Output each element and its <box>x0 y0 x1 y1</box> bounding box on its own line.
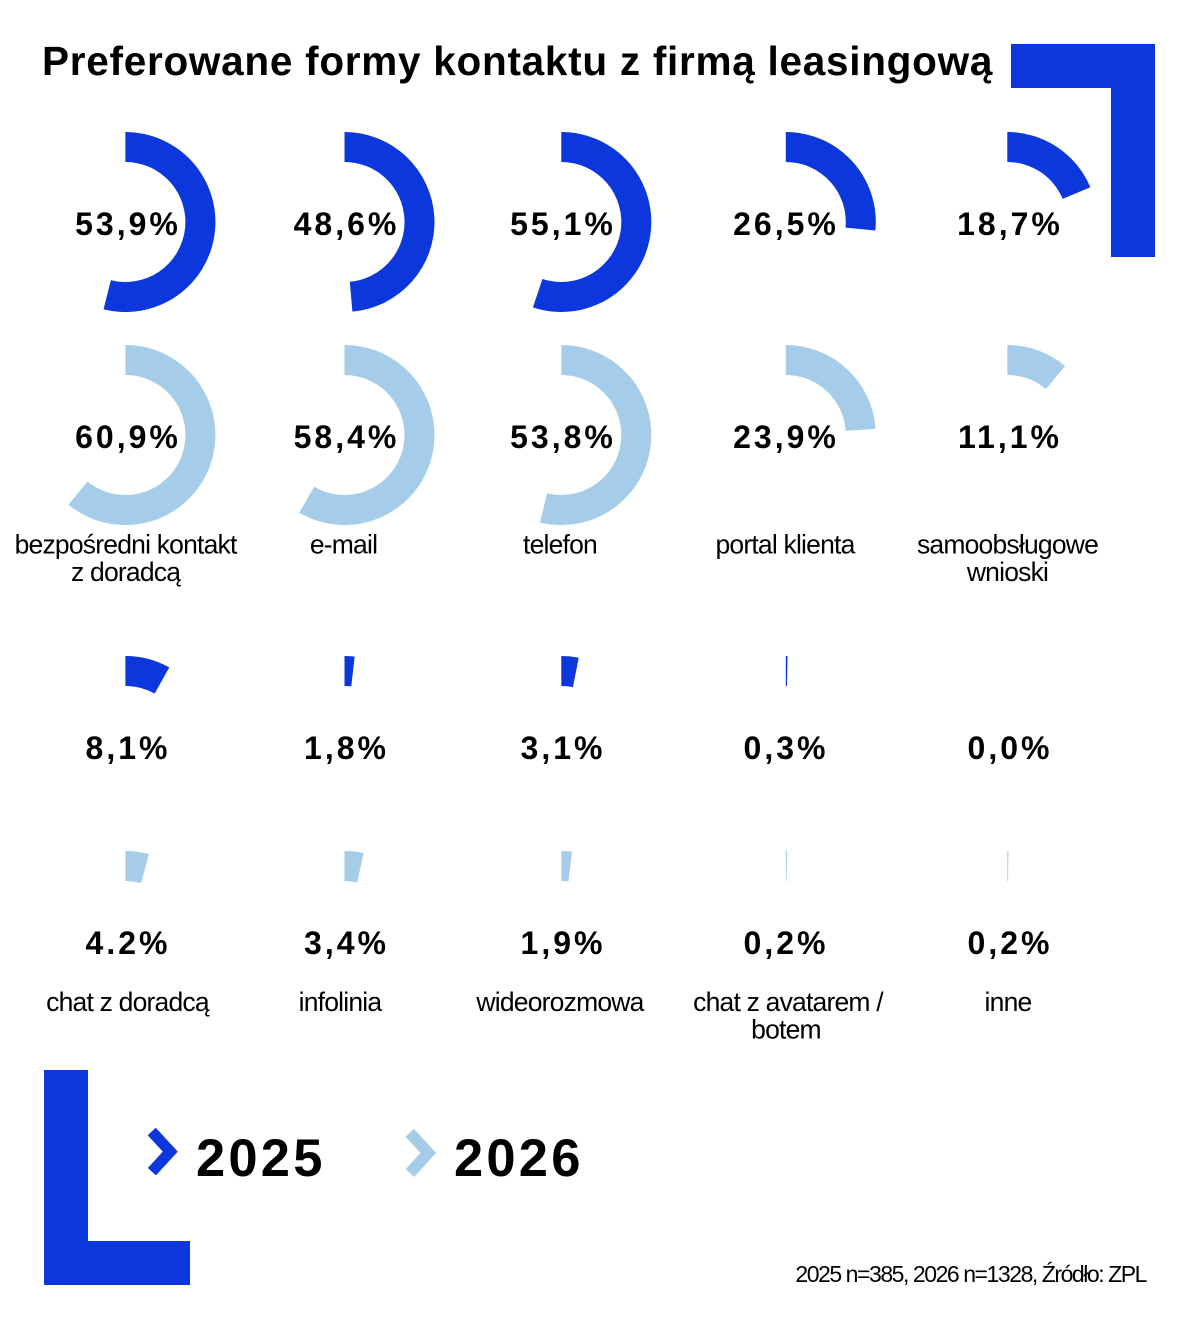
svg-text:55,1%: 55,1% <box>510 206 616 242</box>
svg-text:53,9%: 53,9% <box>75 206 181 242</box>
svg-text:infolinia: infolinia <box>299 987 383 1017</box>
svg-text:48,6%: 48,6% <box>294 206 400 242</box>
svg-text:8,1%: 8,1% <box>86 730 171 766</box>
svg-text:3,4%: 3,4% <box>304 925 389 961</box>
svg-text:Preferowane formy kontaktu z f: Preferowane formy kontaktu z firmą leasi… <box>42 38 993 84</box>
svg-text:botem: botem <box>751 1015 821 1045</box>
svg-text:chat z avatarem /: chat z avatarem / <box>693 987 884 1017</box>
svg-text:53,8%: 53,8% <box>510 419 616 455</box>
svg-text:2025 n=385, 2026 n=1328, Źródł: 2025 n=385, 2026 n=1328, Źródło: ZPL <box>795 1261 1147 1287</box>
svg-text:1,8%: 1,8% <box>304 730 389 766</box>
svg-text:60,9%: 60,9% <box>75 419 181 455</box>
svg-text:chat z doradcą: chat z doradcą <box>46 987 210 1017</box>
svg-text:samoobsługowe: samoobsługowe <box>917 530 1098 560</box>
svg-text:18,7%: 18,7% <box>957 206 1063 242</box>
svg-text:26,5%: 26,5% <box>733 206 839 242</box>
svg-text:0,2%: 0,2% <box>744 925 829 961</box>
svg-text:0,3%: 0,3% <box>744 730 829 766</box>
svg-text:e-mail: e-mail <box>310 530 377 560</box>
svg-text:inne: inne <box>985 987 1032 1017</box>
svg-text:telefon: telefon <box>523 530 597 560</box>
svg-text:wnioski: wnioski <box>966 557 1048 587</box>
svg-text:0,0%: 0,0% <box>968 730 1053 766</box>
svg-text:bezpośredni kontakt: bezpośredni kontakt <box>15 530 238 560</box>
svg-text:wideorozmowa: wideorozmowa <box>475 987 644 1017</box>
svg-text:4.2%: 4.2% <box>86 925 171 961</box>
svg-text:2026: 2026 <box>454 1129 584 1188</box>
svg-text:0,2%: 0,2% <box>968 925 1053 961</box>
svg-text:z doradcą: z doradcą <box>71 557 181 587</box>
svg-text:2025: 2025 <box>196 1129 326 1188</box>
svg-text:1,9%: 1,9% <box>521 925 606 961</box>
svg-text:58,4%: 58,4% <box>294 419 400 455</box>
svg-text:23,9%: 23,9% <box>733 419 839 455</box>
svg-text:3,1%: 3,1% <box>521 730 606 766</box>
svg-text:portal klienta: portal klienta <box>715 530 855 560</box>
svg-text:11,1%: 11,1% <box>958 419 1062 455</box>
